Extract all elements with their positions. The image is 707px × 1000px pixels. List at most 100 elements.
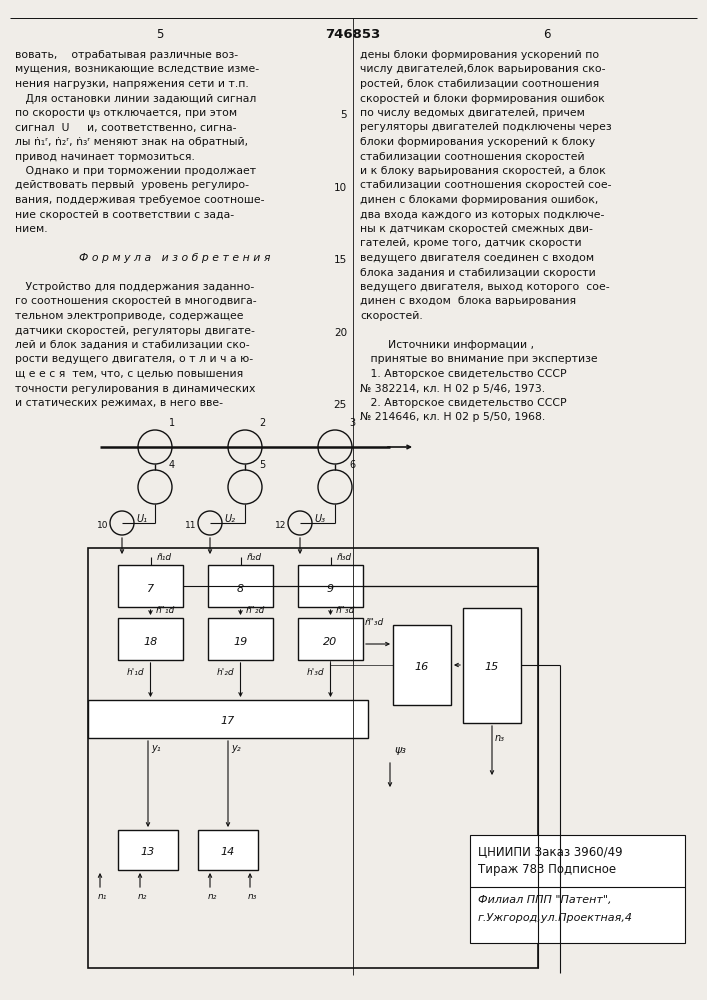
- Text: 13: 13: [141, 847, 155, 857]
- Bar: [463, 608, 521, 723]
- Text: тельном электроприводе, содержащее: тельном электроприводе, содержащее: [15, 311, 243, 321]
- Text: 3: 3: [349, 418, 355, 428]
- Text: ростей, блок стабилизации соотношения: ростей, блок стабилизации соотношения: [360, 79, 600, 89]
- Text: блока задания и стабилизации скорости: блока задания и стабилизации скорости: [360, 267, 596, 277]
- Text: привод начинает тормозиться.: привод начинает тормозиться.: [15, 151, 195, 161]
- Text: 17: 17: [221, 716, 235, 726]
- Text: 6: 6: [349, 460, 355, 470]
- Text: n₂: n₂: [138, 892, 147, 901]
- Text: 1: 1: [169, 418, 175, 428]
- Text: лей и блок задания и стабилизации ско-: лей и блок задания и стабилизации ско-: [15, 340, 250, 350]
- Text: 7: 7: [147, 584, 154, 594]
- Text: Устройство для поддержания заданно-: Устройство для поддержания заданно-: [15, 282, 255, 292]
- Text: ны к датчикам скоростей смежных дви-: ны к датчикам скоростей смежных дви-: [360, 224, 593, 234]
- Bar: [88, 700, 368, 738]
- Text: лы ṅ₁ʳ, ṅ₂ʳ, ṅ₃ʳ меняют знак на обратный,: лы ṅ₁ʳ, ṅ₂ʳ, ṅ₃ʳ меняют знак на обратный…: [15, 137, 248, 147]
- Text: 5: 5: [259, 460, 265, 470]
- Text: ведущего двигателя, выход которого  сое-: ведущего двигателя, выход которого сое-: [360, 282, 609, 292]
- Text: скоростей.: скоростей.: [360, 311, 423, 321]
- Text: ñ"₃d: ñ"₃d: [336, 606, 355, 615]
- Text: скоростей и блоки формирования ошибок: скоростей и блоки формирования ошибок: [360, 94, 604, 104]
- Text: 1. Авторское свидетельство СССР: 1. Авторское свидетельство СССР: [360, 369, 566, 379]
- Text: по числу ведомых двигателей, причем: по числу ведомых двигателей, причем: [360, 108, 585, 118]
- Bar: [208, 618, 273, 660]
- Text: U₃: U₃: [314, 514, 325, 524]
- Text: точности регулирования в динамических: точности регулирования в динамических: [15, 383, 255, 393]
- Text: го соотношения скоростей в многодвига-: го соотношения скоростей в многодвига-: [15, 296, 257, 306]
- Bar: [198, 830, 258, 870]
- Text: сигнал  U     и, соответственно, сигна-: сигнал U и, соответственно, сигна-: [15, 122, 237, 132]
- Text: U₁: U₁: [136, 514, 147, 524]
- Text: регуляторы двигателей подключены через: регуляторы двигателей подключены через: [360, 122, 612, 132]
- Text: 15: 15: [485, 662, 499, 672]
- Text: 5: 5: [340, 110, 347, 120]
- Text: два входа каждого из которых подключе-: два входа каждого из которых подключе-: [360, 210, 604, 220]
- Text: 5: 5: [156, 28, 164, 41]
- Text: № 382214, кл. Н 02 р 5/46, 1973.: № 382214, кл. Н 02 р 5/46, 1973.: [360, 383, 545, 393]
- Bar: [118, 830, 178, 870]
- Text: принятые во внимание при экспертизе: принятые во внимание при экспертизе: [360, 355, 597, 364]
- Text: ние скоростей в соответствии с зада-: ние скоростей в соответствии с зада-: [15, 210, 234, 220]
- Text: ψ₃: ψ₃: [395, 745, 407, 755]
- Text: Филиал ППП "Патент",: Филиал ППП "Патент",: [478, 895, 612, 905]
- Text: 25: 25: [334, 400, 347, 410]
- Text: 9: 9: [327, 584, 334, 594]
- Text: щ е е с я  тем, что, с целью повышения: щ е е с я тем, что, с целью повышения: [15, 369, 243, 379]
- Text: h'₁d: h'₁d: [127, 668, 144, 677]
- Text: вания, поддерживая требуемое соотноше-: вания, поддерживая требуемое соотноше-: [15, 195, 264, 205]
- Text: 2: 2: [259, 418, 265, 428]
- Text: 14: 14: [221, 847, 235, 857]
- Text: гателей, кроме того, датчик скорости: гателей, кроме того, датчик скорости: [360, 238, 582, 248]
- Text: y₂: y₂: [231, 743, 240, 753]
- Text: n₃: n₃: [495, 733, 505, 743]
- Text: ñ"₁d: ñ"₁d: [156, 606, 175, 615]
- Bar: [298, 565, 363, 607]
- Text: блоки формирования ускорений к блоку: блоки формирования ускорений к блоку: [360, 137, 595, 147]
- Text: 746853: 746853: [325, 28, 380, 41]
- Text: 20: 20: [334, 328, 347, 338]
- Bar: [118, 565, 183, 607]
- Bar: [208, 565, 273, 607]
- Text: 6: 6: [543, 28, 551, 41]
- Text: ñ"₃d: ñ"₃d: [365, 618, 384, 627]
- Bar: [470, 835, 685, 943]
- Text: по скорости ψ₃ отключается, при этом: по скорости ψ₃ отключается, при этом: [15, 108, 237, 118]
- Text: 15: 15: [334, 255, 347, 265]
- Bar: [118, 618, 183, 660]
- Text: динен с блоками формирования ошибок,: динен с блоками формирования ошибок,: [360, 195, 598, 205]
- Text: № 214646, кл. Н 02 р 5/50, 1968.: № 214646, кл. Н 02 р 5/50, 1968.: [360, 412, 545, 422]
- Text: n₃: n₃: [248, 892, 257, 901]
- Text: ñ₁d: ñ₁d: [156, 553, 172, 562]
- Bar: [393, 625, 451, 705]
- Text: г.Ужгород,ул.Проектная,4: г.Ужгород,ул.Проектная,4: [478, 913, 633, 923]
- Bar: [298, 618, 363, 660]
- Text: вовать,    отрабатывая различные воз-: вовать, отрабатывая различные воз-: [15, 50, 238, 60]
- Text: 8: 8: [237, 584, 244, 594]
- Text: рости ведущего двигателя, о т л и ч а ю-: рости ведущего двигателя, о т л и ч а ю-: [15, 355, 253, 364]
- Text: ñ₃d: ñ₃d: [337, 553, 351, 562]
- Text: Однако и при торможении продолжает: Однако и при торможении продолжает: [15, 166, 256, 176]
- Text: 10: 10: [97, 522, 108, 530]
- Text: числу двигателей,блок варьирования ско-: числу двигателей,блок варьирования ско-: [360, 64, 605, 75]
- Text: Тираж 783 Подписное: Тираж 783 Подписное: [478, 863, 616, 876]
- Text: Ф о р м у л а   и з о б р е т е н и я: Ф о р м у л а и з о б р е т е н и я: [79, 253, 271, 263]
- Text: Для остановки линии задающий сигнал: Для остановки линии задающий сигнал: [15, 94, 256, 104]
- Text: ñ"₂d: ñ"₂d: [245, 606, 264, 615]
- Text: и к блоку варьирования скоростей, а блок: и к блоку варьирования скоростей, а блок: [360, 166, 606, 176]
- Text: 12: 12: [275, 522, 286, 530]
- Text: динен с входом  блока варьирования: динен с входом блока варьирования: [360, 296, 576, 306]
- Text: мущения, возникающие вследствие изме-: мущения, возникающие вследствие изме-: [15, 64, 259, 75]
- Text: нием.: нием.: [15, 224, 47, 234]
- Text: ñ₂d: ñ₂d: [247, 553, 262, 562]
- Bar: [88, 548, 538, 968]
- Text: n₁: n₁: [98, 892, 107, 901]
- Text: h'₃d: h'₃d: [307, 668, 324, 677]
- Text: 19: 19: [233, 637, 247, 647]
- Text: нения нагрузки, напряжения сети и т.п.: нения нагрузки, напряжения сети и т.п.: [15, 79, 249, 89]
- Text: 20: 20: [323, 637, 338, 647]
- Text: 11: 11: [185, 522, 197, 530]
- Text: и статических режимах, в него вве-: и статических режимах, в него вве-: [15, 398, 223, 408]
- Text: 18: 18: [144, 637, 158, 647]
- Text: стабилизации соотношения скоростей сое-: стабилизации соотношения скоростей сое-: [360, 180, 612, 190]
- Text: n₂: n₂: [208, 892, 217, 901]
